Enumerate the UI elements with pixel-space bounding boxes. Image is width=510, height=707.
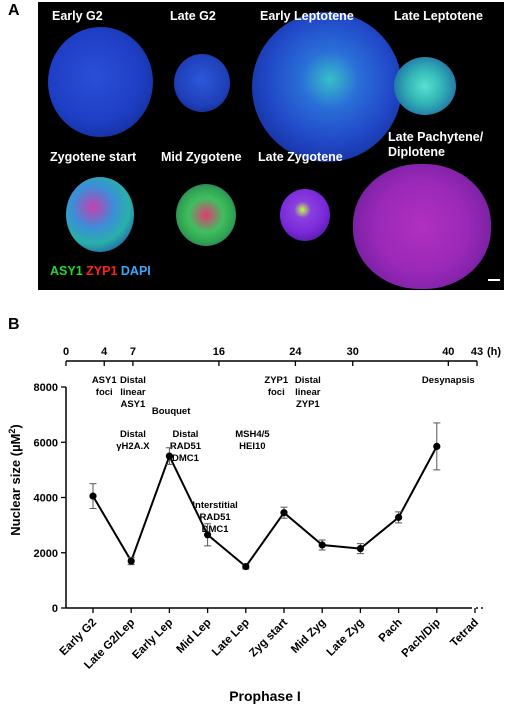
x-tick-label-1: Late G2/Lep (82, 617, 137, 672)
nucleus-late-zygotene (280, 189, 330, 241)
annotation-5: MSH4/5 HEI10 (235, 429, 270, 452)
y-axis-label: Nuclear size (µM2) (7, 424, 23, 536)
annotation-7: Distal linear ZYP1 (295, 375, 321, 410)
data-point-3 (204, 531, 212, 539)
x-tick-label-2: Early Lep (130, 617, 175, 662)
data-point-1 (127, 557, 135, 565)
legend-asy1: ASY1 (50, 264, 83, 278)
legend-dapi: DAPI (120, 264, 151, 278)
data-point-0 (89, 492, 97, 500)
x-tick-label-6: Mid Zyg (289, 617, 328, 656)
nucleus-late-leptotene (394, 57, 456, 115)
nucleus-mid-zygotene (176, 184, 236, 246)
data-point-6 (318, 541, 326, 549)
time-tick-label-0: 0 (63, 346, 69, 358)
annotation-0: ASY1 foci (92, 375, 118, 398)
data-point-8 (395, 513, 403, 521)
y-tick-label-0: 0 (52, 603, 58, 615)
nucleus-late-g2 (174, 54, 230, 112)
panel-b-label: B (8, 316, 20, 333)
x-tick-label-0: Early G2 (58, 617, 99, 658)
nucleus-late-pachytene (353, 164, 491, 289)
annotation-4: Distal RAD51 DMC1 (170, 429, 202, 464)
data-point-7 (356, 545, 364, 553)
time-tick-label-6: 40 (442, 346, 454, 358)
annotation-1: Distal linear ASY1 (120, 375, 146, 410)
time-axis-unit: (h) (487, 346, 501, 358)
x-tick-label-3: Mid Lep (175, 617, 214, 656)
x-tick-label-7: Late Zyg (325, 617, 367, 659)
time-tick-label-2: 7 (130, 346, 136, 358)
data-point-5 (280, 509, 288, 517)
nucleus-zygotene-start (66, 177, 134, 252)
time-tick-label-7: 43 (471, 346, 483, 358)
legend-zyp1: ZYP1 (86, 264, 118, 278)
annotation-3: Distal γH2A.X (116, 429, 150, 452)
annotation-9: Interstitial RAD51 DMC1 (192, 500, 237, 535)
data-point-4 (242, 562, 250, 571)
nucleus-early-g2 (48, 27, 153, 137)
y-tick-label-4: 8000 (34, 382, 58, 394)
x-tick-label-10: Tetrad (448, 617, 481, 650)
label-late-pachytene: Late Pachytene/ (388, 130, 484, 144)
annotation-6: ZYP1 foci (264, 375, 288, 398)
time-tick-label-5: 30 (347, 346, 359, 358)
label-zygotene-start: Zygotene start (50, 150, 137, 164)
x-tick-label-5: Zyg start (247, 617, 290, 660)
channel-legend: ASY1 ZYP1 DAPI (50, 264, 151, 278)
series (89, 422, 441, 571)
label-early-leptotene: Early Leptotene (260, 9, 354, 23)
label-early-g2: Early G2 (52, 9, 103, 23)
time-tick-label-3: 16 (213, 346, 225, 358)
panel-a-label: A (8, 2, 20, 19)
y-tick-label-2: 4000 (34, 493, 58, 505)
data-point-9 (433, 442, 441, 450)
label-late-zygotene: Late Zygotene (258, 150, 343, 164)
x-tick-label-4: Late Lep (210, 617, 252, 659)
label-diplotene: Diplotene (388, 145, 445, 159)
data-point-2 (165, 452, 173, 460)
annotation-8: Desynapsis (422, 375, 475, 386)
x-tick-label-9: Pach/Dip (400, 617, 443, 660)
x-axis-label: Prophase I (229, 688, 301, 704)
y-tick-label-1: 2000 (34, 548, 58, 560)
micrograph-panel: Early G2 Late G2 Early Leptotene Late Le… (38, 2, 504, 290)
annotation-2: Bouquet (152, 406, 191, 417)
label-mid-zygotene: Mid Zygotene (161, 150, 242, 164)
label-late-g2: Late G2 (170, 9, 216, 23)
series-line (92, 445, 438, 569)
time-axis: 0 4 7 16 24 30 40 43 (63, 346, 483, 366)
time-tick-label-1: 4 (101, 346, 108, 358)
scale-bar (488, 279, 500, 281)
time-tick-label-4: 24 (289, 346, 302, 358)
x-tick-label-8: Pach (377, 617, 405, 645)
y-tick-label-3: 6000 (34, 437, 58, 449)
nucleus-early-leptotene (252, 12, 402, 162)
label-late-leptotene: Late Leptotene (394, 9, 483, 23)
